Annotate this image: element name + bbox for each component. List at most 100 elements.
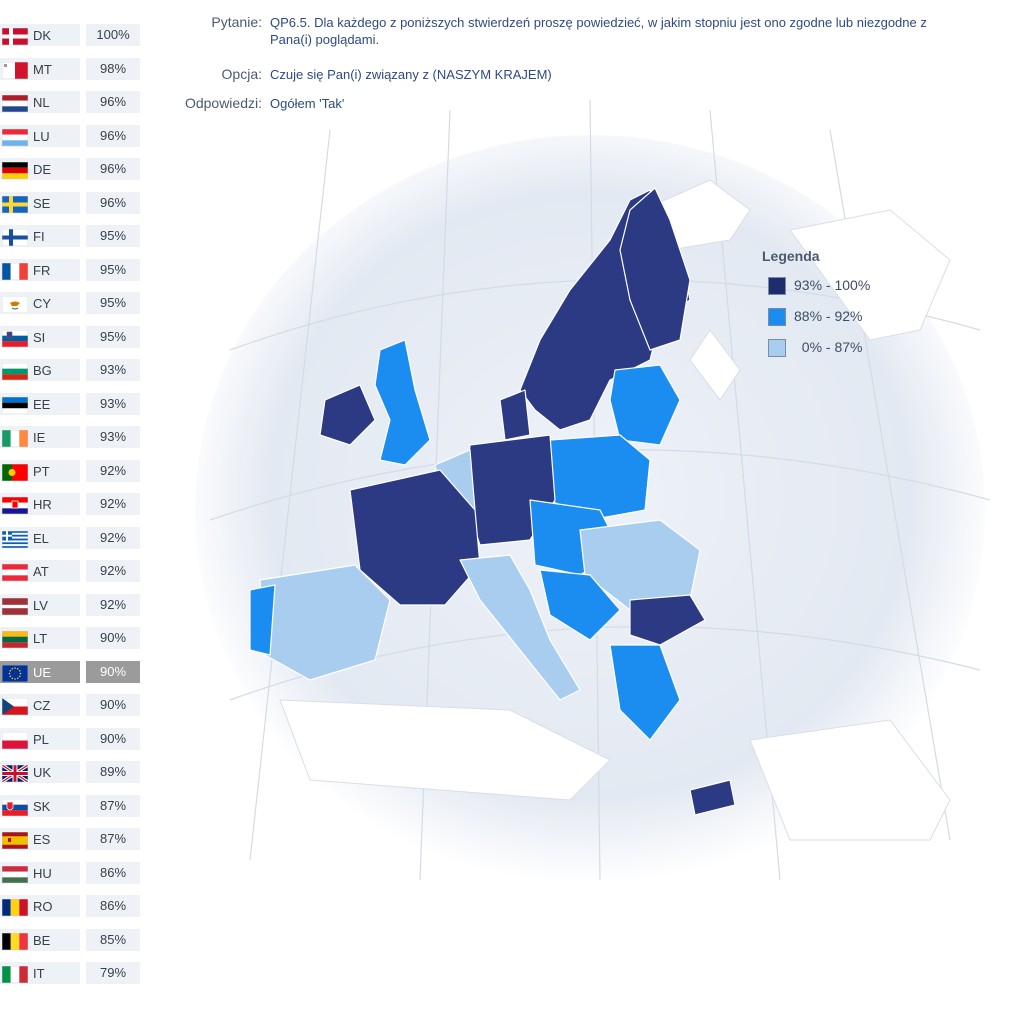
country-code: SK [33,798,51,814]
flag-cell: BE [0,928,80,951]
country-code: LV [33,597,48,613]
ro-flag-icon [2,899,28,916]
country-row: SE 96% [0,191,142,214]
lv-flag-icon [2,597,28,615]
country-code: EL [33,530,49,546]
country-value: 90% [86,694,140,716]
nl-flag-icon [2,95,28,112]
pt-flag-icon [2,463,28,481]
flag-cell: UK [0,761,80,783]
country-code: MT [33,61,52,77]
country-row: SK 87% [0,794,142,817]
country-row: EE 93% [0,392,142,415]
country-code: IE [33,430,46,445]
country-code: CY [33,296,52,311]
legend-title: Legenda [762,248,820,264]
country-value: 92% [86,526,140,549]
fr-flag-icon [2,262,28,280]
country-value: 90% [86,660,140,683]
country-denmark [499,389,531,441]
country-code: NL [33,95,50,110]
country-value: 92% [86,459,140,482]
flag-cell: AT [0,560,80,582]
flag-cell: SE [0,191,80,214]
eu-countries [249,187,736,816]
flag-cell: UE [0,660,80,683]
legend-item-mid: 88% - 92% [760,307,862,338]
flag-cell: HU [0,861,80,884]
country-code: HU [33,865,52,881]
europe-map [195,100,990,880]
country-row: DK 100% [0,24,142,46]
country-estonia-latvia-lithuania [609,364,681,446]
option-text: Czuje się Pan(i) związany z (NASZYM KRAJ… [270,67,552,82]
country-value: 98% [86,57,140,80]
country-row: IE 93% [0,426,142,448]
country-row: PT 92% [0,459,142,482]
country-code: RO [33,899,53,914]
se-flag-icon [2,195,28,213]
country-row: MT 98% [0,57,142,80]
country-code: IT [33,966,45,981]
country-value: 92% [86,493,140,515]
question-label: Pytanie: [211,14,262,30]
legend-label: 93% - 100% [794,277,871,293]
legend-swatch [768,308,786,326]
country-value: 90% [86,727,140,750]
answers-text: Ogółem 'Tak' [270,96,345,111]
country-iberia [259,564,391,681]
country-row: SI 95% [0,325,142,348]
country-code: CZ [33,698,51,713]
country-value: 92% [86,560,140,582]
flag-cell: PT [0,459,80,482]
country-value: 96% [86,158,140,180]
country-value: 85% [86,928,140,951]
country-row: UE 90% [0,660,142,683]
country-code: LT [33,631,48,646]
flag-cell: IT [0,962,80,984]
hu-flag-icon [2,865,28,883]
country-row: AT 92% [0,560,142,582]
country-greece [609,644,681,741]
legend-swatch [768,339,786,357]
country-ireland [319,384,376,446]
country-value: 95% [86,225,140,247]
flag-cell: LV [0,593,80,616]
country-value: 90% [86,627,140,649]
lt-flag-icon [2,631,28,648]
dk-flag-icon [2,28,28,45]
country-portugal [249,584,276,656]
flag-cell: EE [0,392,80,415]
legend-swatch [768,277,786,295]
country-value: 92% [86,593,140,616]
answers-label: Odpowiedzi: [184,95,262,111]
country-value: 86% [86,895,140,917]
country-row: IT 79% [0,962,142,984]
country-row: EL 92% [0,526,142,549]
flag-cell: RO [0,895,80,917]
question-text: QP6.5. Dla każdego z poniższych stwierdz… [270,15,927,47]
mt-flag-icon [2,61,28,79]
country-code: AT [33,564,49,579]
flag-cell: CY [0,292,80,314]
flag-cell: BG [0,359,80,381]
country-row: UK 89% [0,761,142,783]
flag-cell: CZ [0,694,80,716]
legend-item-high: 93% - 100% [760,276,870,307]
country-code: FR [33,262,51,278]
uk-flag-icon [2,765,28,782]
flag-cell: LU [0,124,80,147]
country-code: SE [33,195,51,211]
el-flag-icon [2,530,28,548]
country-row: LU 96% [0,124,142,147]
country-row: FR 95% [0,258,142,281]
bg-flag-icon [2,363,28,380]
country-finland [619,187,691,351]
country-value: 96% [86,124,140,147]
flag-cell: PL [0,727,80,750]
country-row: DE 96% [0,158,142,180]
country-value: 79% [86,962,140,984]
country-code: ES [33,832,51,847]
cy-flag-icon [2,296,28,313]
flag-cell: ES [0,828,80,850]
